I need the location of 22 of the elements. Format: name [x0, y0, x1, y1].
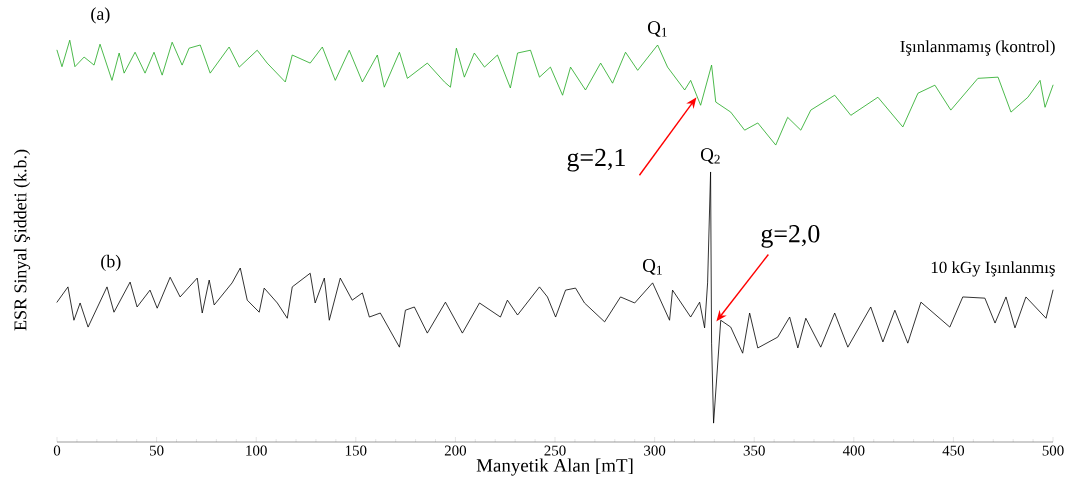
x-axis-title: Manyetik Alan [mT]: [476, 458, 633, 476]
text: (a): [91, 7, 110, 24]
x-tick-label: 100: [246, 445, 267, 456]
x-tick-label: 300: [644, 445, 666, 456]
x-tick-label: 0: [53, 445, 61, 456]
x-tick-label: 450: [942, 445, 965, 456]
annotation: Q$_{1}$: [643, 259, 662, 275]
annotation: (b): [101, 254, 121, 272]
y-axis-title: ESR Sinyal Şiddeti (k.b.): [13, 149, 31, 331]
x-tick-label: 200: [444, 445, 467, 456]
x-tick-label: 150: [345, 445, 367, 456]
annotation: g=2,1: [567, 148, 625, 172]
x-tick-label: 50: [150, 445, 164, 456]
annotation: g=2,0: [761, 225, 820, 248]
x-tick-label: 250: [544, 445, 566, 456]
series-label: Işınlanmamış (kontrol): [900, 40, 1055, 56]
annotation: Q$_{2}$: [700, 148, 720, 164]
series-label: 10 kGy Işınlanmış: [931, 261, 1055, 277]
annotation: Q$_{1}$: [647, 21, 667, 37]
x-tick-label: 350: [743, 445, 765, 456]
x-tick-label: 500: [1042, 445, 1064, 456]
x-tick-label: 400: [842, 445, 865, 456]
